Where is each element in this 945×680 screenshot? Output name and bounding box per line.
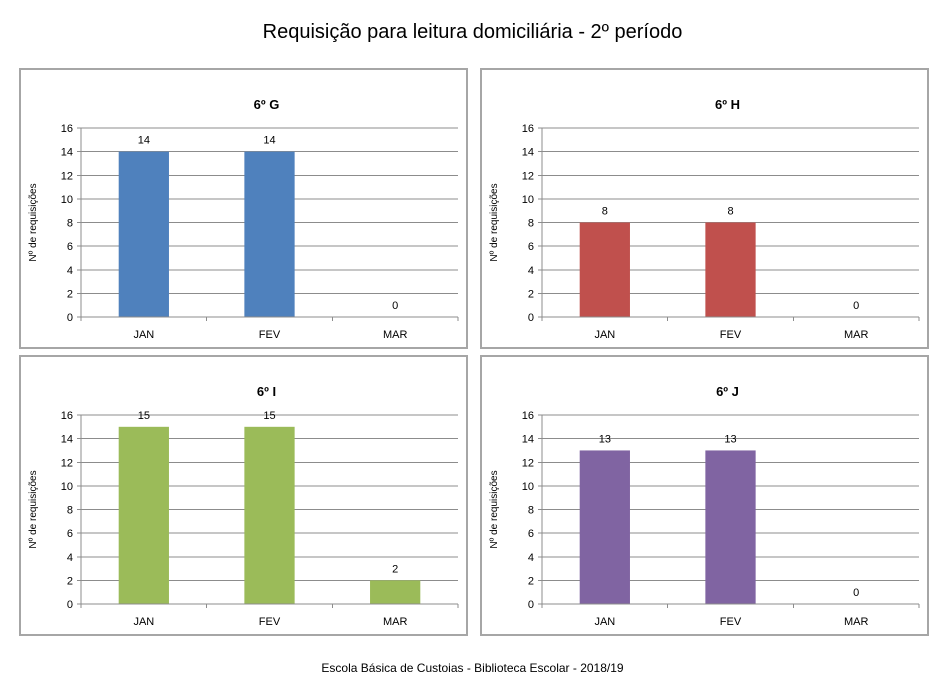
y-tick-label: 12 [61,457,73,469]
chart-panel-6i: 6º I 0 2 4 6 8 10 12 14 16 Nº de requisições 15 JAN 1… [19,355,468,636]
x-tick-label: MAR [383,616,408,628]
data-label: 8 [602,206,608,218]
bar-fev [244,151,295,317]
chart-title: 6º J [716,384,739,399]
bar-fev [705,222,756,317]
y-tick-label: 4 [67,552,73,564]
x-tick-label: JAN [133,616,154,628]
y-tick-label: 2 [528,288,534,300]
y-tick-label: 2 [67,288,73,300]
data-label: 2 [392,563,398,575]
y-tick-label: 10 [61,481,73,493]
y-axis-label: Nº de requisições [489,470,500,548]
chart-title: 6º H [715,97,740,112]
bar-fev [244,426,295,604]
footer-text: Escola Básica de Custoias - Biblioteca E… [321,661,624,675]
y-tick-label: 16 [61,123,73,135]
bar-mar [370,580,421,604]
y-tick-label: 6 [67,528,73,540]
y-tick-label: 10 [61,194,73,206]
y-tick-label: 8 [528,218,534,230]
y-tick-label: 10 [522,194,534,206]
y-tick-label: 12 [61,170,73,182]
y-tick-label: 0 [67,312,73,324]
data-label: 0 [853,300,859,312]
chart-panel-6j: 6º J 0 2 4 6 8 10 12 14 16 Nº de requisições 13 JAN 1… [480,355,929,636]
y-tick-label: 14 [61,147,73,159]
bar-jan [579,222,630,317]
y-tick-label: 2 [67,575,73,587]
x-tick-label: JAN [594,616,615,628]
y-tick-label: 4 [67,265,73,277]
x-tick-label: MAR [844,329,869,341]
data-label: 14 [263,135,275,147]
y-tick-label: 0 [528,312,534,324]
y-tick-label: 8 [67,218,73,230]
chart-panel-6h: 6º H 0 2 4 6 8 10 12 14 16 Nº de requisições 8 JAN 8 F… [480,68,929,349]
y-tick-label: 2 [528,575,534,587]
y-tick-label: 0 [528,599,534,611]
x-tick-label: MAR [844,616,869,628]
y-axis-label: Nº de requisições [28,470,39,548]
x-tick-label: FEV [720,616,742,628]
data-label: 15 [138,410,150,422]
y-tick-label: 16 [522,123,534,135]
y-tick-label: 10 [522,481,534,493]
data-label: 14 [138,135,150,147]
x-tick-label: FEV [259,329,281,341]
y-tick-label: 14 [522,147,534,159]
bar-jan [579,450,630,604]
data-label: 15 [263,410,275,422]
y-tick-label: 8 [528,505,534,517]
x-tick-label: JAN [594,329,615,341]
y-tick-label: 14 [61,434,73,446]
y-tick-label: 4 [528,265,534,277]
chart-title: 6º G [254,97,280,112]
chart-title: 6º I [257,384,276,399]
y-tick-label: 6 [67,241,73,253]
bar-jan [118,151,169,317]
data-label: 13 [724,433,736,445]
chart-svg: 6º H 0 2 4 6 8 10 12 14 16 Nº de requisições 8 JAN 8 F… [489,97,920,341]
data-label: 13 [599,433,611,445]
x-tick-label: MAR [383,329,408,341]
bar-fev [705,450,756,604]
y-tick-label: 0 [67,599,73,611]
y-tick-label: 8 [67,505,73,517]
x-tick-label: FEV [720,329,742,341]
bar-jan [118,426,169,604]
main-title: Requisição para leitura domiciliária - 2… [262,21,683,43]
chart-svg: 6º J 0 2 4 6 8 10 12 14 16 Nº de requisições 13 JAN 1… [489,384,920,628]
y-axis-label: Nº de requisições [28,183,39,261]
y-tick-label: 12 [522,457,534,469]
y-axis-label: Nº de requisições [489,183,500,261]
chart-svg: 6º I 0 2 4 6 8 10 12 14 16 Nº de requisições 15 JAN 1… [28,384,459,628]
x-tick-label: FEV [259,616,281,628]
y-tick-label: 12 [522,170,534,182]
x-tick-label: JAN [133,329,154,341]
chart-panel-6g: 6º G 0 2 4 6 8 10 12 14 16 Nº de requisições 14 JAN 1… [19,68,468,349]
chart-svg: 6º G 0 2 4 6 8 10 12 14 16 Nº de requisições 14 JAN 1… [28,97,459,341]
y-tick-label: 6 [528,528,534,540]
data-label: 0 [853,587,859,599]
data-label: 0 [392,300,398,312]
y-tick-label: 16 [61,410,73,422]
y-tick-label: 16 [522,410,534,422]
y-tick-label: 14 [522,434,534,446]
y-tick-label: 6 [528,241,534,253]
data-label: 8 [727,206,733,218]
y-tick-label: 4 [528,552,534,564]
